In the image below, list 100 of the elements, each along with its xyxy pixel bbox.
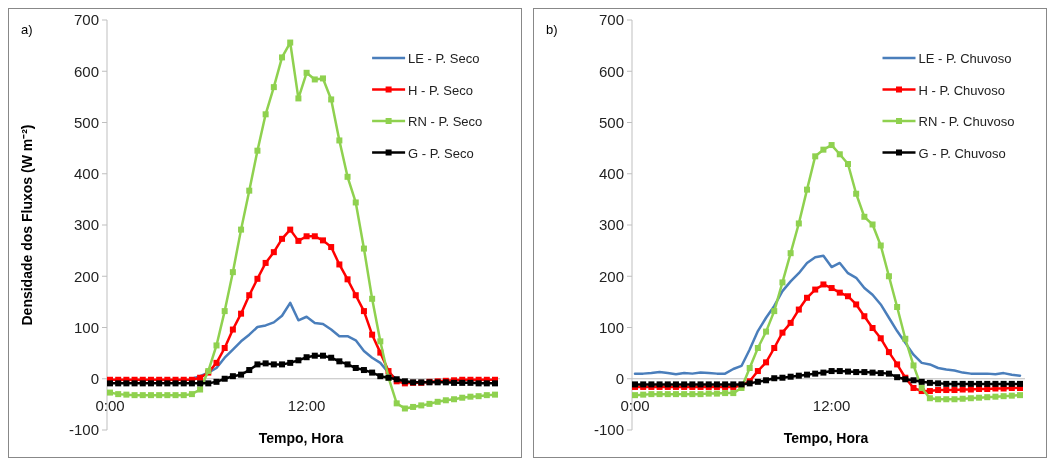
point: [147, 380, 154, 387]
point: [763, 377, 770, 384]
point: [115, 391, 122, 398]
point: [270, 84, 277, 91]
point: [360, 245, 367, 252]
point: [451, 396, 458, 403]
point: [107, 389, 113, 396]
point: [894, 304, 901, 310]
legend-label: H - P. Chuvoso: [918, 82, 1005, 98]
point: [853, 301, 860, 308]
point: [360, 367, 367, 374]
point: [877, 370, 884, 377]
point: [1000, 393, 1007, 400]
point: [754, 345, 761, 351]
point: [172, 380, 179, 387]
point: [926, 379, 933, 386]
x-tick-label: 12:00: [812, 396, 851, 414]
y-tick-label: 400: [598, 165, 624, 182]
y-tick-label: 0: [90, 370, 99, 387]
y-tick-label: 500: [598, 113, 624, 131]
point: [172, 392, 179, 399]
point: [820, 146, 827, 153]
point: [426, 400, 433, 407]
point: [959, 395, 966, 402]
point: [262, 111, 269, 118]
point: [804, 294, 811, 301]
point: [918, 378, 925, 385]
point: [475, 380, 482, 387]
point: [992, 393, 999, 400]
legend-label: RN - P. Seco: [408, 114, 483, 129]
point: [771, 375, 778, 382]
point: [869, 221, 876, 228]
point: [139, 392, 146, 399]
point: [681, 391, 688, 398]
point: [164, 380, 171, 387]
point: [295, 357, 302, 364]
point: [319, 75, 326, 82]
point: [836, 289, 843, 296]
x-tick-label: 0:00: [620, 396, 650, 414]
point: [180, 392, 187, 399]
legend-label: LE - P. Chuvoso: [918, 51, 1012, 66]
point: [238, 371, 245, 378]
point: [967, 386, 974, 393]
point: [123, 391, 130, 398]
point: [943, 387, 950, 394]
point: [672, 391, 679, 398]
y-tick-label: 400: [73, 165, 99, 182]
point: [295, 95, 302, 102]
point: [492, 391, 498, 398]
point: [656, 391, 663, 398]
point: [311, 352, 318, 359]
point: [844, 293, 851, 300]
point: [246, 187, 253, 194]
point: [795, 220, 802, 227]
point: [787, 319, 794, 326]
y-tick-label: 700: [73, 11, 99, 29]
point: [352, 364, 359, 371]
point: [885, 370, 892, 377]
chart-title: b): [546, 22, 558, 37]
point: [877, 242, 884, 249]
legend-label: LE - P. Seco: [408, 51, 480, 66]
y-tick-label: 0: [615, 370, 624, 387]
point: [779, 279, 786, 286]
legend-label: G - P. Seco: [408, 145, 474, 161]
point: [328, 354, 335, 361]
point: [1000, 380, 1007, 387]
point: [229, 269, 236, 276]
y-tick-label: 500: [73, 113, 99, 131]
point: [303, 233, 310, 240]
point: [352, 292, 359, 299]
point: [377, 373, 384, 380]
point: [910, 384, 917, 391]
point: [894, 361, 901, 368]
point: [1017, 392, 1023, 399]
point: [238, 226, 245, 233]
point: [1008, 380, 1015, 387]
point: [336, 137, 343, 144]
y-tick-label: 200: [598, 267, 624, 285]
point: [910, 377, 917, 384]
point: [221, 345, 228, 351]
point: [771, 345, 778, 351]
point: [303, 69, 310, 76]
point: [959, 380, 966, 387]
y-axis-title: Densidade dos Fluxos (W m⁻²): [19, 124, 35, 326]
point: [287, 359, 294, 366]
point: [344, 173, 351, 180]
point: [213, 378, 220, 385]
line-series: [633, 254, 1022, 377]
point: [976, 380, 983, 387]
point: [123, 380, 130, 387]
point: [229, 373, 236, 380]
point: [869, 369, 876, 376]
point: [156, 380, 163, 387]
point: [820, 281, 827, 288]
point: [689, 391, 696, 398]
legend-label: RN - P. Chuvoso: [918, 114, 1015, 129]
point: [779, 329, 786, 336]
point: [943, 380, 950, 387]
point: [705, 390, 712, 397]
point: [828, 142, 835, 149]
